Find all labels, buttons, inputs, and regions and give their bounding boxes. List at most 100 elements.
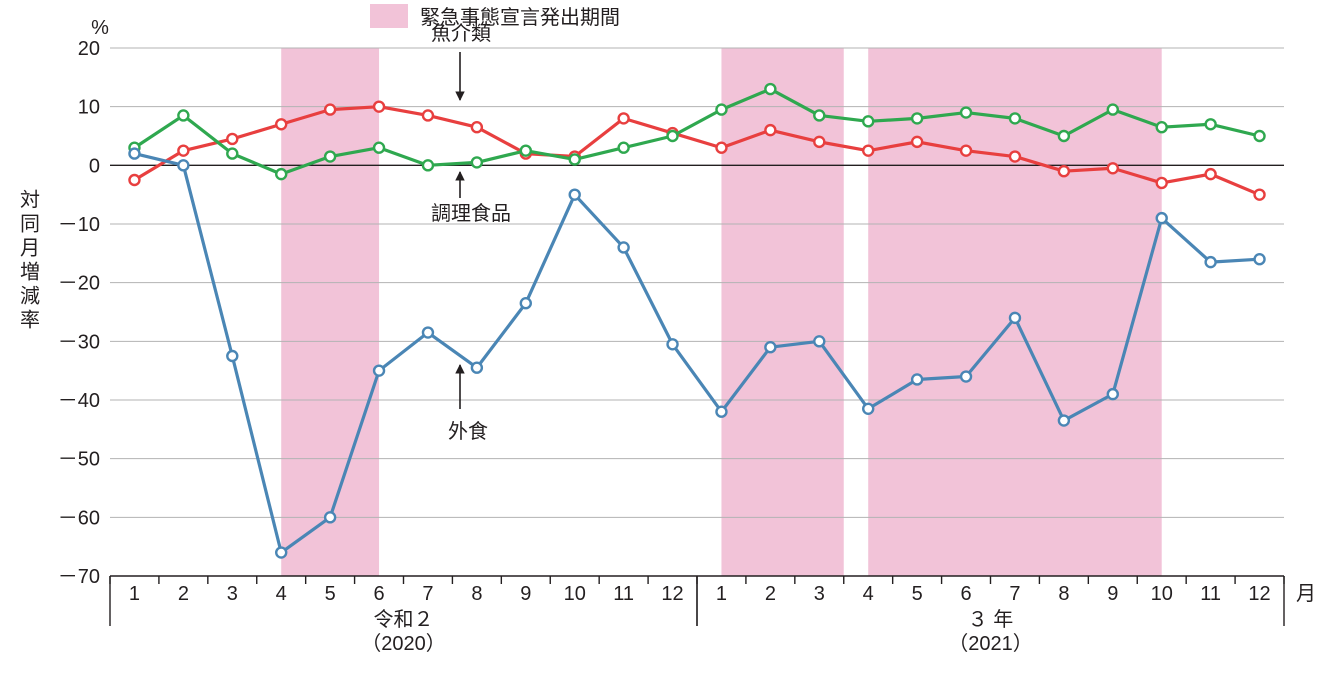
y-tick-label: －20 (58, 273, 100, 295)
series-marker (619, 242, 629, 252)
series-marker (814, 336, 824, 346)
series-marker (619, 113, 629, 123)
y-tick-label: 20 (78, 38, 100, 60)
series-marker (1255, 190, 1265, 200)
series-marker (129, 149, 139, 159)
emergency-band (721, 48, 843, 576)
series-annotation: 調理食品 (431, 202, 511, 225)
series-marker (765, 342, 775, 352)
series-marker (325, 152, 335, 162)
series-marker (374, 366, 384, 376)
series-marker (472, 363, 482, 373)
y-tick-label: －30 (58, 331, 100, 353)
x-month-label: 12 (1248, 583, 1270, 605)
series-marker (521, 298, 531, 308)
x-month-label: 6 (373, 583, 384, 605)
series-marker (1157, 213, 1167, 223)
x-month-label: 7 (422, 583, 433, 605)
series-marker (912, 374, 922, 384)
year-sublabel: （2020） (361, 632, 446, 655)
series-marker (1157, 178, 1167, 188)
x-month-label: 9 (1107, 583, 1118, 605)
yoy-rate-chart: 20100－10－20－30－40－50－60－70%対同月増減率1234567… (0, 0, 1320, 674)
x-month-label: 12 (661, 583, 683, 605)
series-marker (178, 110, 188, 120)
series-marker (716, 407, 726, 417)
y-tick-label: －40 (58, 390, 100, 412)
series-marker (276, 119, 286, 129)
x-month-label: 3 (227, 583, 238, 605)
series-marker (129, 175, 139, 185)
series-marker (325, 105, 335, 115)
y-tick-label: －70 (58, 566, 100, 588)
x-month-label: 5 (912, 583, 923, 605)
y-axis-title: 率 (20, 308, 40, 331)
series-marker (1255, 131, 1265, 141)
legend-label: 緊急事態宣言発出期間 (420, 6, 620, 29)
x-month-label: 2 (765, 583, 776, 605)
series-marker (472, 157, 482, 167)
x-month-label: 5 (325, 583, 336, 605)
x-month-label: 1 (716, 583, 727, 605)
series-marker (178, 146, 188, 156)
series-marker (374, 102, 384, 112)
series-marker (423, 110, 433, 120)
series-marker (1206, 257, 1216, 267)
series-marker (178, 160, 188, 170)
series-marker (961, 146, 971, 156)
x-month-label: 10 (1151, 583, 1173, 605)
y-axis-title: 増 (20, 260, 40, 283)
series-marker (227, 149, 237, 159)
x-month-label: 1 (129, 583, 140, 605)
series-marker (1108, 105, 1118, 115)
series-marker (1010, 152, 1020, 162)
x-month-label: 10 (564, 583, 586, 605)
x-month-label: 9 (520, 583, 531, 605)
series-marker (423, 328, 433, 338)
series-marker (227, 351, 237, 361)
series-marker (1010, 113, 1020, 123)
series-marker (716, 105, 726, 115)
x-month-unit: 月 (1296, 583, 1316, 605)
emergency-band (281, 48, 379, 576)
series-marker (765, 125, 775, 135)
x-month-label: 4 (863, 583, 874, 605)
series-marker (1206, 169, 1216, 179)
series-marker (276, 169, 286, 179)
series-marker (1206, 119, 1216, 129)
series-marker (521, 146, 531, 156)
series-marker (961, 372, 971, 382)
y-unit: % (91, 17, 109, 39)
series-marker (1010, 313, 1020, 323)
x-month-label: 4 (276, 583, 287, 605)
y-axis-title: 月 (20, 237, 40, 259)
series-marker (912, 137, 922, 147)
x-month-label: 8 (1058, 583, 1069, 605)
series-marker (1108, 389, 1118, 399)
series-marker (961, 108, 971, 118)
x-month-label: 6 (960, 583, 971, 605)
series-marker (1255, 254, 1265, 264)
y-axis-title: 減 (20, 284, 40, 307)
year-label: 令和２ (374, 608, 434, 631)
series-marker (716, 143, 726, 153)
series-marker (668, 131, 678, 141)
legend-swatch (370, 4, 408, 28)
series-marker (863, 116, 873, 126)
x-month-label: 7 (1009, 583, 1020, 605)
y-axis-title: 同 (20, 213, 40, 235)
y-tick-label: 0 (89, 155, 100, 177)
series-marker (1157, 122, 1167, 132)
y-tick-label: 10 (78, 97, 100, 119)
series-marker (227, 134, 237, 144)
series-marker (814, 137, 824, 147)
series-marker (472, 122, 482, 132)
series-marker (1059, 166, 1069, 176)
series-marker (814, 110, 824, 120)
x-month-label: 2 (178, 583, 189, 605)
x-month-label: 3 (814, 583, 825, 605)
series-marker (276, 548, 286, 558)
series-marker (668, 339, 678, 349)
series-marker (619, 143, 629, 153)
series-marker (423, 160, 433, 170)
